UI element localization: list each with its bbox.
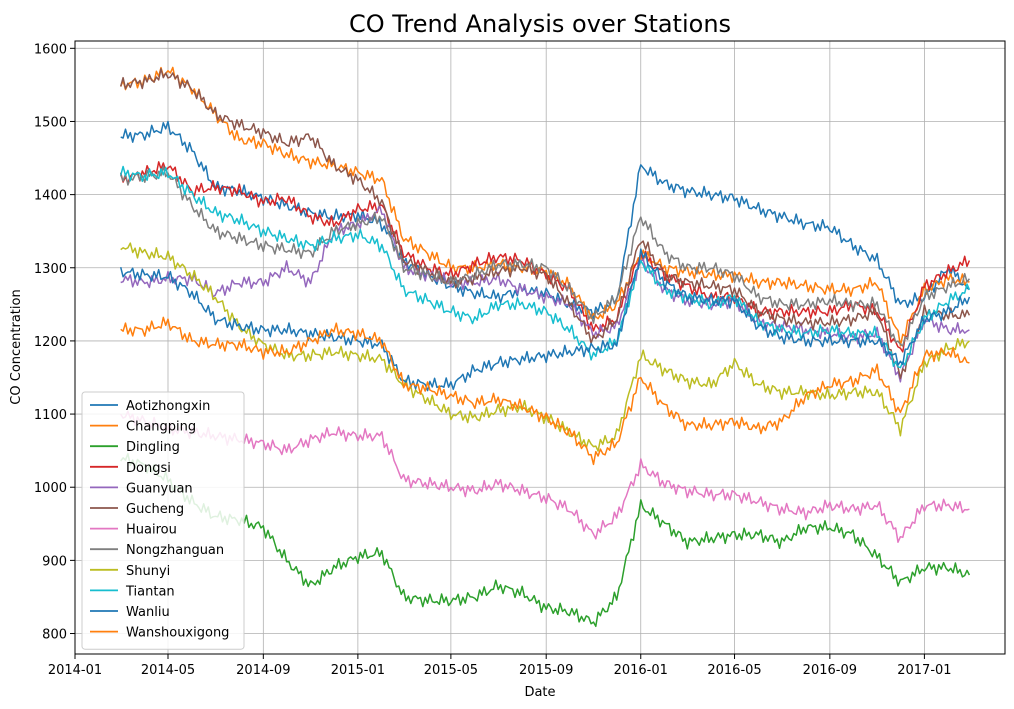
x-tick-label: 2015-09 (519, 663, 573, 678)
chart-title: CO Trend Analysis over Stations (349, 10, 731, 38)
plot-frame (74, 40, 1006, 655)
series-line-nongzhanguan (120, 165, 971, 347)
x-tick-label: 2016-01 (614, 663, 668, 678)
plot-lines (119, 66, 971, 628)
y-tick-label: 1300 (34, 262, 67, 277)
y-axis-label: CO Concentration (9, 289, 24, 404)
legend-label: Shunyi (126, 564, 170, 579)
series-line-wanliu (119, 248, 971, 392)
legend-label: Aotizhongxin (126, 399, 210, 414)
legend-label: Gucheng (126, 502, 184, 517)
x-tick-label: 2014-09 (236, 663, 290, 678)
series-line-changping (120, 66, 970, 347)
x-tick-label: 2015-01 (331, 663, 385, 678)
x-axis-label: Date (524, 685, 555, 700)
series-line-dingling (120, 452, 971, 628)
series-line-huairou (120, 410, 970, 543)
y-tick-label: 800 (42, 628, 67, 643)
legend-label: Guanyuan (126, 481, 193, 496)
axis-ticks: 2014-01 2014-05 2014-09 2015-01 2015-05 2015-… (34, 42, 952, 678)
legend-label: Dongsi (126, 461, 171, 476)
legend-label: Changping (126, 420, 196, 435)
x-tick-label: 2014-01 (48, 663, 102, 678)
legend-label: Wanliu (126, 605, 170, 620)
legend-label: Dingling (126, 440, 180, 455)
x-tick-label: 2017-01 (897, 663, 951, 678)
y-tick-label: 1100 (34, 408, 67, 423)
y-tick-label: 1500 (34, 115, 67, 130)
series-line-wanshouxigong (120, 316, 970, 466)
y-tick-label: 1600 (34, 42, 67, 57)
x-tick-label: 2014-05 (141, 663, 195, 678)
legend-label: Tiantan (125, 584, 175, 599)
legend-label: Wanshouxigong (126, 626, 229, 641)
y-tick-label: 900 (42, 554, 67, 569)
series-line-tiantan (119, 165, 971, 369)
y-tick-label: 1200 (34, 335, 67, 350)
legend-label: Huairou (126, 523, 177, 538)
series-line-shunyi (120, 242, 970, 452)
legend: Aotizhongxin Changping Dingling Dongsi Guany… (81, 391, 245, 650)
series-line-dongsi (119, 161, 971, 353)
y-tick-label: 1400 (34, 189, 67, 204)
y-tick-label: 1000 (34, 481, 67, 496)
x-tick-label: 2016-09 (803, 663, 857, 678)
x-tick-label: 2016-05 (707, 663, 761, 678)
series-line-gucheng (119, 68, 971, 380)
legend-box (81, 391, 245, 650)
series-line-guanyuan (120, 204, 970, 383)
x-tick-label: 2015-05 (424, 663, 478, 678)
legend-label: Nongzhanguan (126, 543, 224, 558)
